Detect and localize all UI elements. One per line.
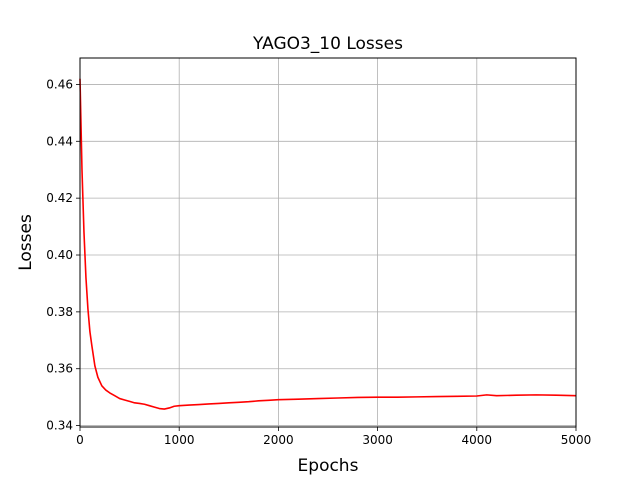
- y-tick-label: 0.40: [46, 248, 73, 262]
- y-tick-label: 0.38: [46, 305, 73, 319]
- x-tick-label: 2000: [263, 433, 294, 447]
- chart-title: YAGO3_10 Losses: [252, 34, 403, 54]
- series-layer: [79, 78, 577, 410]
- x-tick-label: 5000: [561, 433, 592, 447]
- axis-ticks: 0 1000 2000 3000 4000 5000 0.34 0.36 0.38 0.40 0.4…: [46, 77, 591, 447]
- y-axis-label: Losses: [16, 214, 36, 271]
- y-tick-label: 0.42: [46, 191, 73, 205]
- plot-area-frame: [79, 57, 577, 428]
- loss-series-line: [79, 78, 577, 410]
- y-tick-label: 0.46: [46, 77, 73, 91]
- y-tick-label: 0.44: [46, 134, 73, 148]
- x-tick-label: 3000: [362, 433, 393, 447]
- x-tick-label: 4000: [462, 433, 493, 447]
- x-axis-label: Epochs: [298, 456, 359, 476]
- y-tick-label: 0.34: [46, 419, 73, 433]
- y-tick-label: 0.36: [46, 362, 73, 376]
- grid-lines: [79, 58, 577, 427]
- x-tick-label: 1000: [164, 433, 195, 447]
- x-tick-label: 0: [76, 433, 84, 447]
